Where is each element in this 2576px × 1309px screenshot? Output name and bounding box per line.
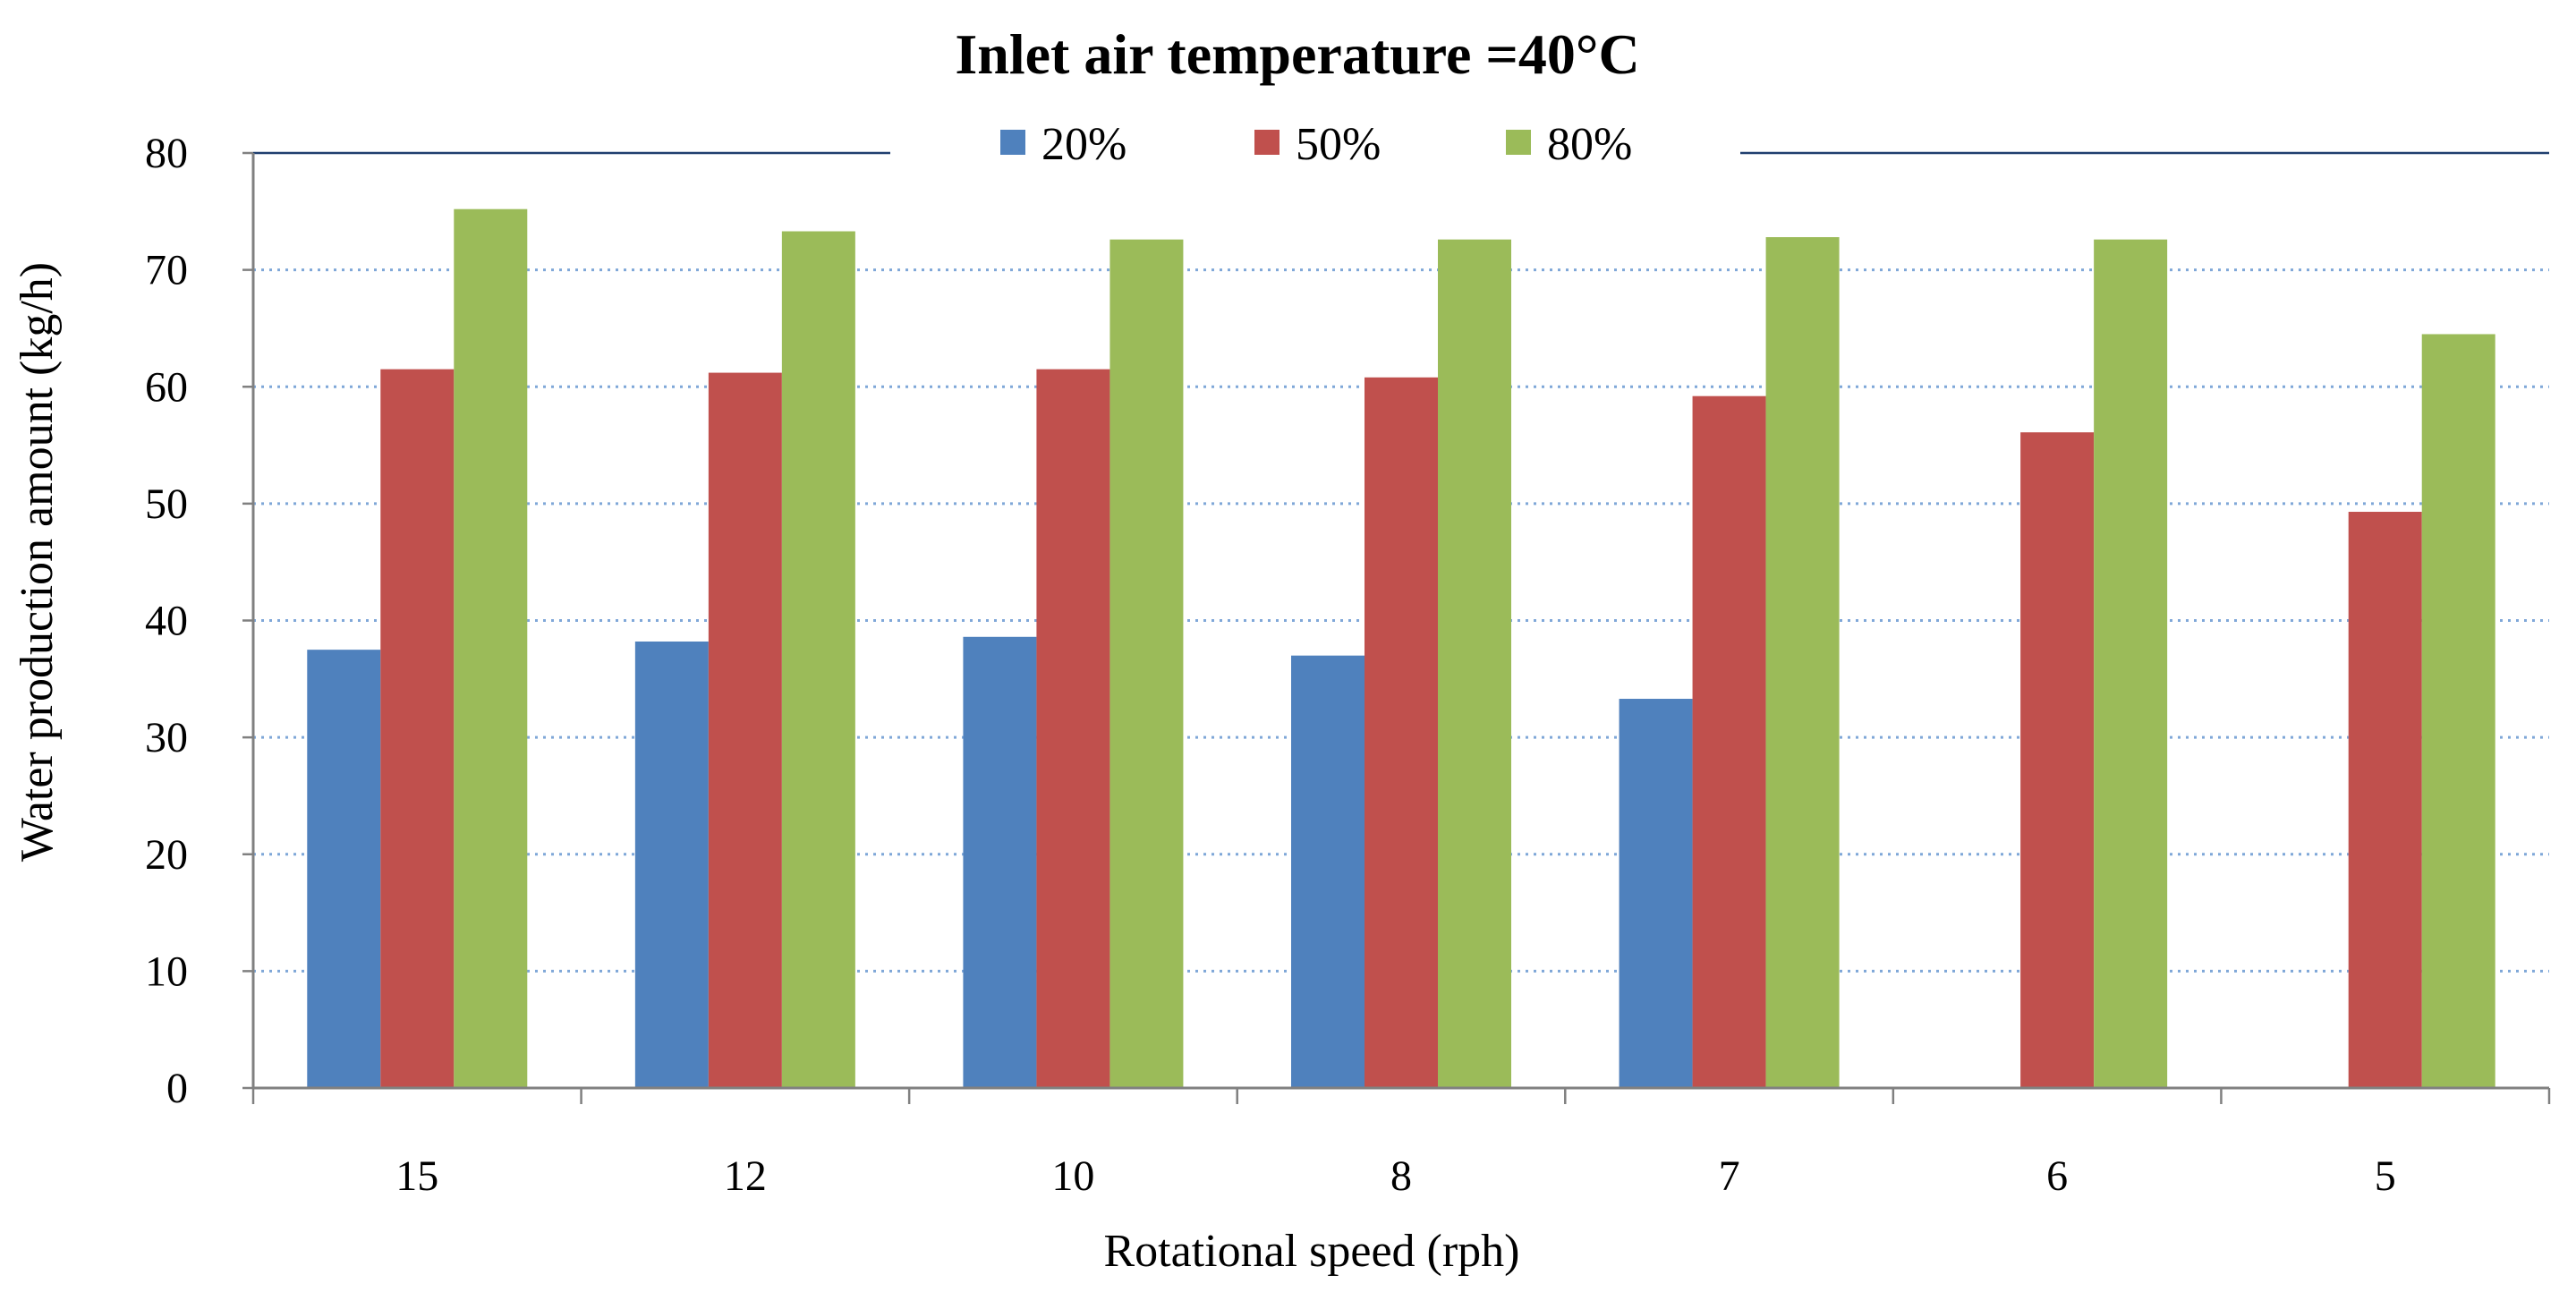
grid-lines (253, 151, 2549, 973)
y-tick-label: 10 (145, 948, 188, 995)
y-tick-label: 0 (166, 1065, 188, 1112)
axes (242, 151, 2551, 1104)
y-tick-label: 40 (145, 598, 188, 645)
x-tick-labels: 15 12 10 8 7 6 5 (395, 1152, 2395, 1200)
legend: 20% 50% 80% (1000, 119, 1632, 170)
bar-80pct-6 (2094, 239, 2168, 1089)
bar-80pct-10 (1109, 239, 1184, 1089)
legend-swatch-80pct (1506, 130, 1531, 155)
y-axis-label: Water production amount (kg/h) (12, 262, 63, 862)
y-tick-label: 60 (145, 363, 188, 411)
bar-50pct-10 (1036, 369, 1110, 1088)
bar-80pct-5 (2421, 334, 2495, 1088)
bar-50pct-12 (708, 372, 782, 1088)
bar-80pct-7 (1765, 237, 1840, 1088)
chart-title: Inlet air temperature =40°C (955, 22, 1639, 86)
x-tick-label: 6 (2046, 1152, 2068, 1200)
x-tick-label: 12 (724, 1152, 767, 1200)
legend-swatch-20pct (1000, 130, 1025, 155)
x-tick-label: 8 (1390, 1152, 1412, 1200)
bar-20pct-8 (1291, 655, 1365, 1088)
bar-50pct-6 (2020, 432, 2095, 1089)
bar-20pct-15 (307, 650, 381, 1088)
x-tick-label: 15 (395, 1152, 438, 1200)
x-tick-label: 10 (1051, 1152, 1094, 1200)
legend-swatch-50pct (1254, 130, 1279, 155)
bar-20pct-7 (1619, 699, 1693, 1088)
x-axis-label: Rotational speed (rph) (1104, 1226, 1520, 1277)
bar-20pct-12 (634, 642, 709, 1088)
legend-label: 50% (1296, 119, 1381, 170)
x-tick-label: 7 (1719, 1152, 1740, 1200)
bars (307, 208, 2495, 1089)
y-tick-label: 80 (145, 130, 188, 177)
x-tick-label: 5 (2375, 1152, 2396, 1200)
legend-label: 20% (1041, 119, 1126, 170)
bar-50pct-15 (380, 369, 455, 1088)
bar-50pct-7 (1692, 395, 1766, 1088)
bar-50pct-8 (1365, 377, 1438, 1088)
y-tick-label: 30 (145, 714, 188, 761)
y-tick-labels: 0 10 20 30 40 50 60 70 80 (145, 130, 188, 1112)
bar-80pct-8 (1438, 239, 1511, 1089)
bar-80pct-15 (454, 208, 528, 1088)
bar-50pct-5 (2348, 512, 2422, 1088)
y-tick-label: 20 (145, 831, 188, 879)
y-tick-label: 70 (145, 247, 188, 294)
bar-20pct-10 (963, 636, 1037, 1088)
legend-label: 80% (1547, 119, 1632, 170)
bar-80pct-12 (781, 231, 855, 1088)
y-tick-label: 50 (145, 480, 188, 528)
